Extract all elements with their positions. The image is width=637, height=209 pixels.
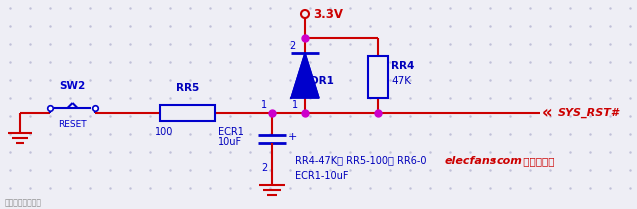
Text: +: + [288, 132, 297, 142]
Text: 10uF: 10uF [218, 137, 242, 147]
Text: elecfans: elecfans [445, 156, 497, 166]
Text: 电子发烧友: 电子发烧友 [520, 156, 554, 166]
Text: com: com [497, 156, 523, 166]
Text: 100: 100 [155, 127, 173, 137]
Text: SYS_RST#: SYS_RST# [558, 108, 620, 118]
Text: SW2: SW2 [59, 81, 85, 91]
Text: 制作：复位电路图: 制作：复位电路图 [5, 198, 42, 207]
Text: ECR1: ECR1 [218, 127, 244, 137]
Text: 47K: 47K [391, 76, 411, 86]
Polygon shape [291, 53, 319, 98]
Text: ·: · [492, 156, 496, 166]
FancyBboxPatch shape [368, 56, 388, 98]
Text: «: « [542, 104, 553, 122]
Text: 2: 2 [261, 163, 267, 173]
Text: DR1: DR1 [310, 75, 334, 85]
Text: 1: 1 [292, 100, 298, 110]
Text: 1: 1 [261, 100, 267, 110]
Text: RR5: RR5 [176, 83, 199, 93]
Text: 3.3V: 3.3V [313, 8, 343, 20]
Text: RR4-47K； RR5-100： RR6-0
ECR1-10uF: RR4-47K； RR5-100： RR6-0 ECR1-10uF [295, 155, 427, 181]
Text: 2: 2 [289, 41, 295, 51]
Text: RR4: RR4 [391, 61, 415, 71]
Text: RESET: RESET [58, 120, 87, 129]
FancyBboxPatch shape [160, 105, 215, 121]
